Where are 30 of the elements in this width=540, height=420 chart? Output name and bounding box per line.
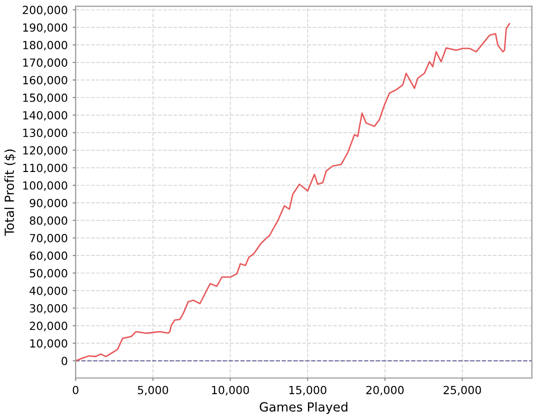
y-tick-label: 100,000	[23, 181, 68, 191]
y-tick-label: 0	[62, 356, 68, 366]
x-axis-title: Games Played	[260, 402, 348, 414]
y-tick-label: 120,000	[23, 146, 68, 156]
y-tick-label: 80,000	[30, 216, 68, 226]
line-series	[76, 22, 510, 362]
y-tick-label: 160,000	[23, 76, 68, 86]
y-tick-label: 190,000	[23, 23, 68, 33]
y-tick-label: 200,000	[22, 6, 68, 16]
y-tick-label: 90,000	[30, 198, 68, 208]
x-tick-label: 15,000	[289, 386, 326, 396]
x-tick-label: 25,000	[444, 386, 481, 396]
x-tick-label: 20,000	[366, 386, 404, 396]
y-tick-label: 40,000	[30, 286, 68, 296]
x-tick-label: 0	[72, 386, 78, 394]
x-tick-label: 5,000	[138, 386, 168, 396]
y-tick-label: 170,000	[23, 58, 68, 68]
y-tick-label: 50,000	[30, 269, 68, 279]
y-tick-label: 140,000	[23, 111, 68, 121]
y-axis-title: Total Profit ($)	[4, 150, 16, 236]
x-tick-label: 10,000	[212, 386, 249, 396]
y-tick-label: 10,000	[30, 339, 68, 349]
y-tick-label: 70,000	[30, 234, 68, 244]
y-tick-label: 130,000	[23, 128, 68, 138]
y-tick-label: 180,000	[23, 40, 68, 50]
y-tick-label: 60,000	[30, 251, 68, 262]
y-tick-label: 150,000	[23, 94, 68, 104]
y-tick-label: 110,000	[23, 164, 68, 174]
y-tick-label: 30,000	[30, 304, 68, 314]
y-tick-label: 20,000	[30, 322, 68, 332]
